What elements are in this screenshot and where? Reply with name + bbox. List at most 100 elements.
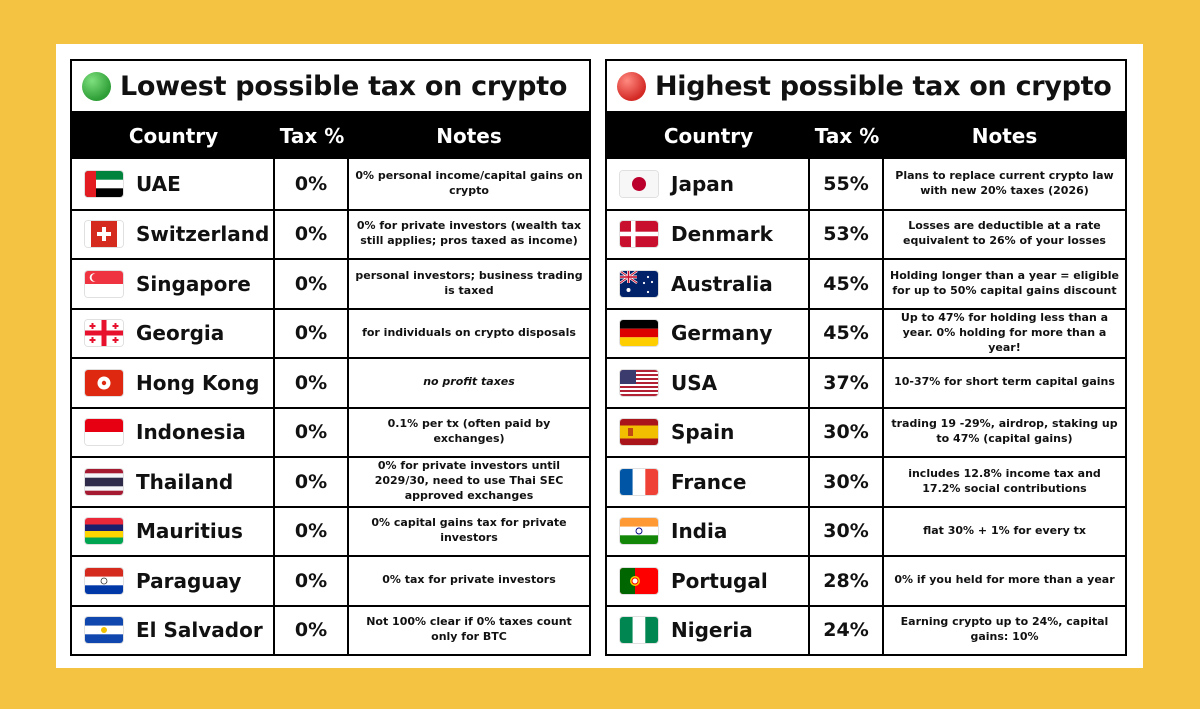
- portugal-flag-icon: [620, 567, 658, 594]
- indonesia-flag-icon: [85, 419, 123, 446]
- tax-value: 0%: [275, 359, 349, 407]
- table-row: Paraguay 0% 0% tax for private investors: [72, 555, 589, 605]
- country-cell: Switzerland: [72, 210, 275, 258]
- tax-value: 0%: [275, 507, 349, 555]
- country-cell: Denmark: [607, 210, 810, 258]
- notes-text: Not 100% clear if 0% taxes count only fo…: [366, 615, 572, 644]
- table-title-text: Lowest possible tax on crypto: [120, 70, 568, 102]
- table-title-text: Highest possible tax on crypto: [655, 70, 1112, 102]
- country-cell: USA: [607, 359, 810, 407]
- france-flag-icon: [620, 468, 658, 495]
- hong-kong-flag-icon: [85, 369, 123, 396]
- country-name: Australia: [671, 271, 773, 296]
- country-name: Switzerland: [136, 222, 270, 247]
- country-name: Hong Kong: [136, 370, 260, 395]
- country-header: Country: [663, 124, 754, 148]
- notes-text: 0% capital gains tax for private investo…: [371, 516, 567, 545]
- usa-flag-icon: [620, 369, 658, 396]
- tax-header: Tax %: [279, 124, 345, 148]
- thailand-flag-icon: [85, 468, 123, 495]
- country-name: Spain: [671, 420, 735, 445]
- table-row: Switzerland 0% 0% for private investors …: [72, 208, 589, 258]
- notes-text: Earning crypto up to 24%, capital gains:…: [900, 615, 1109, 644]
- highest-tax-table: Highest possible tax on crypto Country T…: [605, 59, 1127, 656]
- tax-value: 0%: [275, 309, 349, 357]
- country-cell: Singapore: [72, 260, 275, 308]
- table-row: Georgia 0% for individuals on crypto dis…: [72, 307, 589, 357]
- country-cell: Germany: [607, 309, 810, 357]
- lowest-tax-table: Lowest possible tax on crypto Country Ta…: [70, 59, 591, 656]
- notes-text: flat 30% + 1% for every tx: [923, 523, 1086, 537]
- table-title: Lowest possible tax on crypto: [72, 61, 589, 113]
- notes-text: Holding longer than a year = eligible fo…: [890, 268, 1119, 297]
- notes-text: includes 12.8% income tax and 17.2% soci…: [908, 466, 1101, 495]
- tax-value: 0%: [275, 260, 349, 308]
- country-name: Singapore: [136, 271, 251, 296]
- tax-value: 24%: [810, 606, 884, 654]
- table-row: Japan 55% Plans to replace current crypt…: [607, 159, 1125, 209]
- table-row: Denmark 53% Losses are deductible at a r…: [607, 208, 1125, 258]
- table-row: Australia 45% Holding longer than a year…: [607, 258, 1125, 308]
- country-header: Country: [128, 124, 219, 148]
- country-cell: Indonesia: [72, 408, 275, 456]
- table-header: Country Tax % Notes: [72, 113, 589, 159]
- mauritius-flag-icon: [85, 518, 123, 545]
- tax-value: 0%: [275, 210, 349, 258]
- country-cell: India: [607, 507, 810, 555]
- green-circle-icon: [82, 71, 111, 101]
- table-row: Indonesia 0% 0.1% per tx (often paid by …: [72, 406, 589, 456]
- country-name: Portugal: [671, 568, 768, 593]
- el-salvador-flag-icon: [85, 617, 123, 644]
- notes-text: Plans to replace current crypto law with…: [895, 168, 1114, 197]
- country-cell: France: [607, 458, 810, 506]
- notes-text: 0% tax for private investors: [382, 573, 556, 587]
- tax-value: 30%: [810, 458, 884, 506]
- country-cell: El Salvador: [72, 606, 275, 654]
- singapore-flag-icon: [85, 270, 123, 297]
- country-name: Mauritius: [136, 519, 243, 544]
- country-name: Nigeria: [671, 618, 753, 643]
- tax-value: 0%: [275, 557, 349, 605]
- table-title: Highest possible tax on crypto: [607, 61, 1125, 113]
- table-row: Nigeria 24% Earning crypto up to 24%, ca…: [607, 604, 1125, 654]
- notes-text: 0% if you held for more than a year: [894, 573, 1115, 587]
- country-cell: Georgia: [72, 309, 275, 357]
- notes-header: Notes: [436, 124, 502, 148]
- country-name: India: [671, 519, 728, 544]
- nigeria-flag-icon: [620, 617, 658, 644]
- tax-value: 45%: [810, 260, 884, 308]
- tax-value: 0%: [275, 408, 349, 456]
- notes-text: 10-37% for short term capital gains: [894, 375, 1115, 389]
- country-cell: Mauritius: [72, 507, 275, 555]
- table-row: USA 37% 10-37% for short term capital ga…: [607, 357, 1125, 407]
- country-name: Paraguay: [136, 568, 242, 593]
- country-cell: UAE: [72, 159, 275, 209]
- tax-value: 0%: [275, 458, 349, 506]
- red-circle-icon: [617, 71, 646, 101]
- country-name: France: [671, 469, 747, 494]
- country-cell: Paraguay: [72, 557, 275, 605]
- table-header: Country Tax % Notes: [607, 113, 1125, 159]
- tax-value: 53%: [810, 210, 884, 258]
- switzerland-flag-icon: [85, 221, 123, 248]
- table-row: Mauritius 0% 0% capital gains tax for pr…: [72, 505, 589, 555]
- table-row: France 30% includes 12.8% income tax and…: [607, 456, 1125, 506]
- country-name: USA: [671, 370, 718, 395]
- table-row: El Salvador 0% Not 100% clear if 0% taxe…: [72, 604, 589, 654]
- notes-text: Up to 47% for holding less than a year. …: [900, 310, 1109, 354]
- tax-value: 28%: [810, 557, 884, 605]
- tax-value: 30%: [810, 507, 884, 555]
- table-row: Hong Kong 0% no profit taxes: [72, 357, 589, 407]
- tax-value: 37%: [810, 359, 884, 407]
- country-name: Thailand: [136, 469, 234, 494]
- country-name: Georgia: [136, 321, 225, 346]
- tax-header: Tax %: [814, 124, 880, 148]
- paraguay-flag-icon: [85, 567, 123, 594]
- australia-flag-icon: [620, 270, 658, 297]
- notes-header: Notes: [971, 124, 1038, 148]
- uae-flag-icon: [85, 170, 123, 197]
- country-cell: Australia: [607, 260, 810, 308]
- country-name: Japan: [671, 171, 734, 196]
- country-name: El Salvador: [136, 618, 263, 643]
- notes-text: 0% for private investors (wealth tax sti…: [356, 219, 582, 248]
